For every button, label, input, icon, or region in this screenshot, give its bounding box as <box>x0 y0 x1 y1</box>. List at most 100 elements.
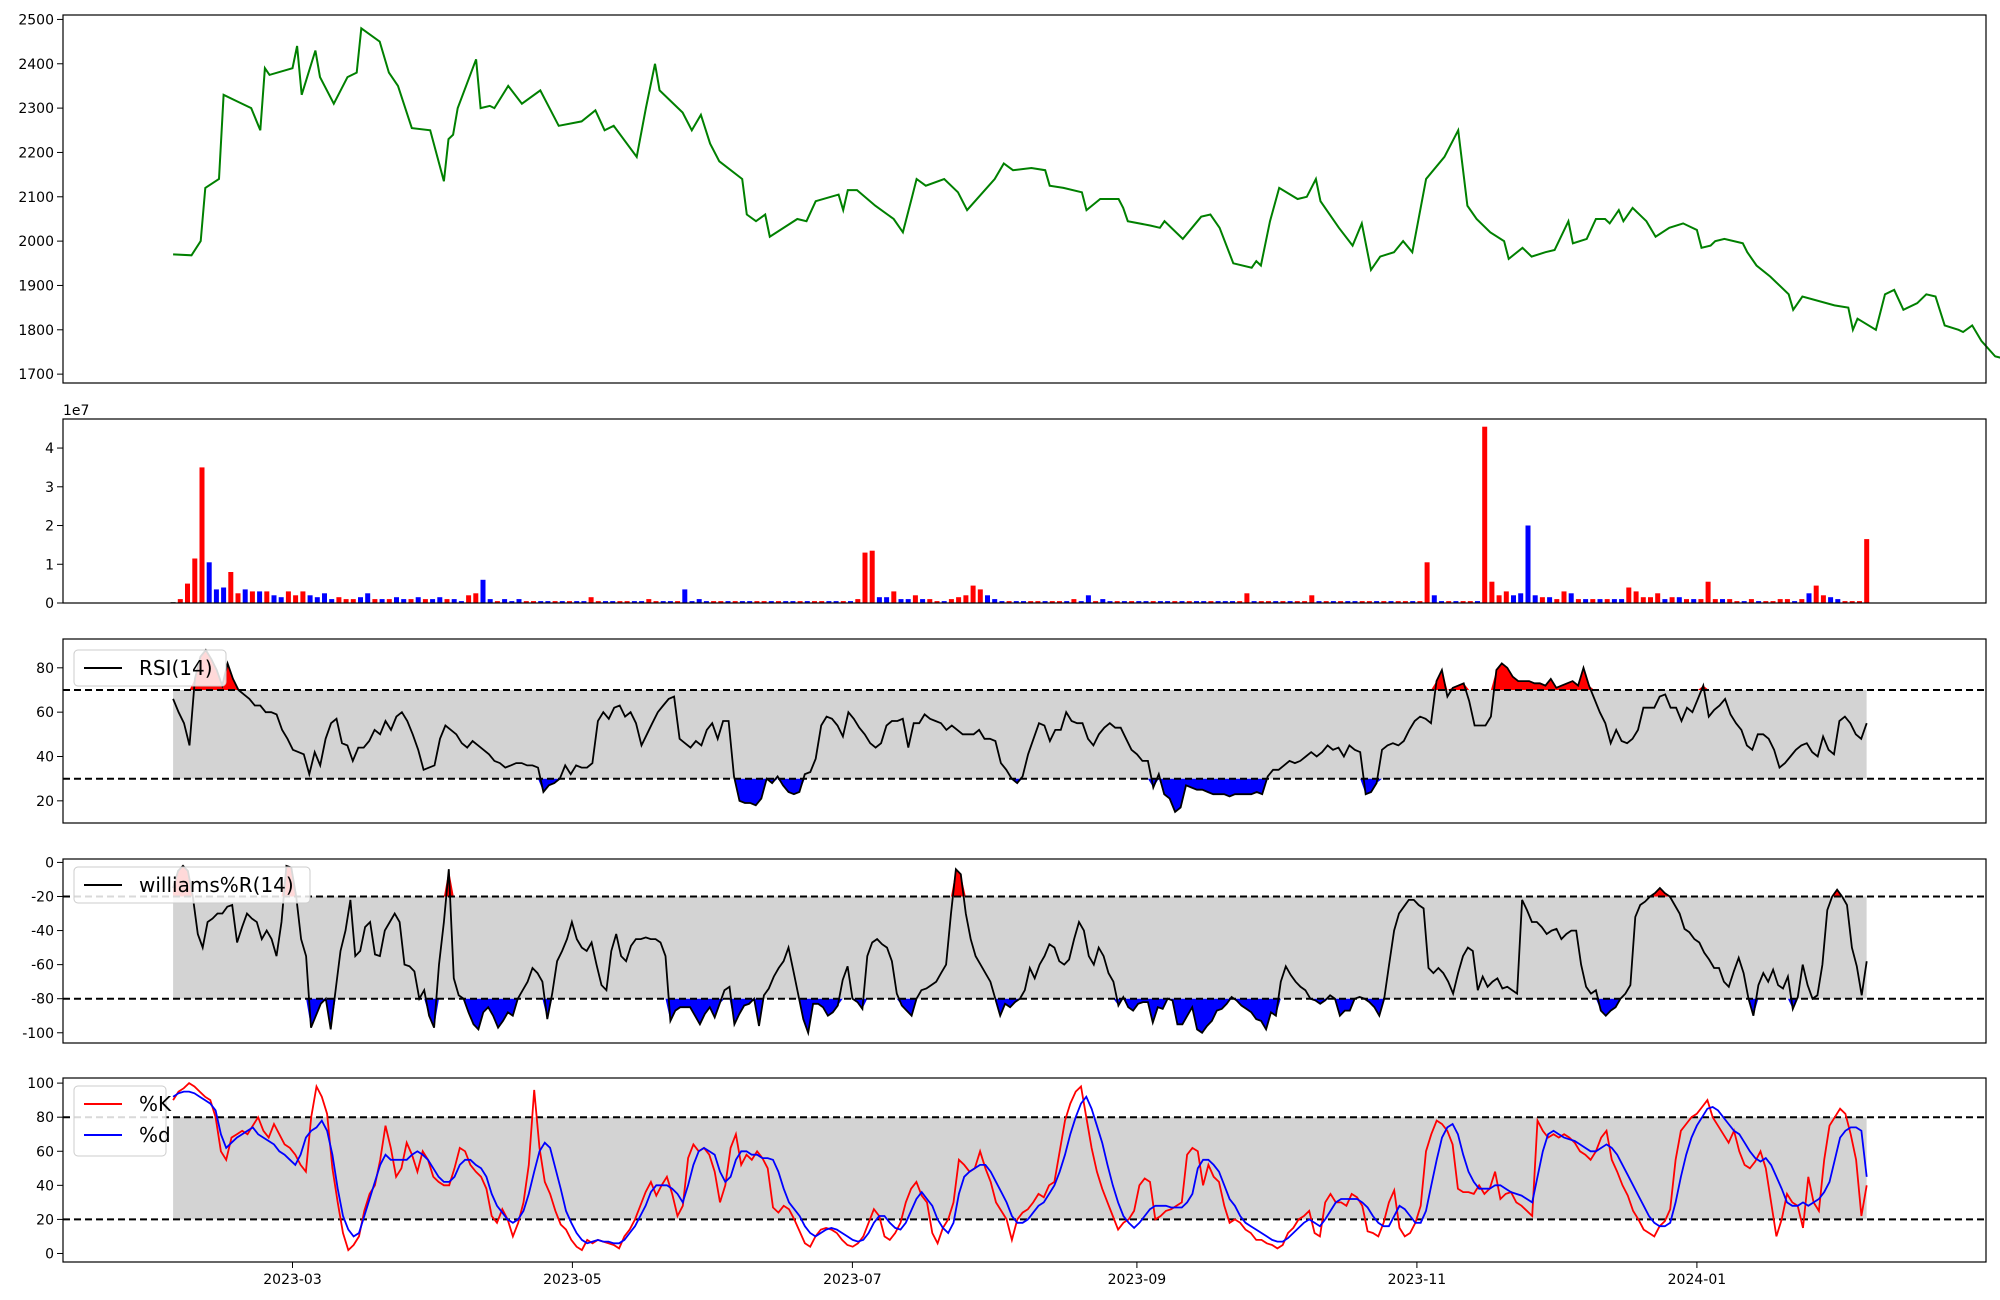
volume-bar <box>768 601 774 603</box>
volume-y-tick-label: 1 <box>45 557 54 573</box>
volume-bar <box>761 601 767 603</box>
volume-bar <box>610 601 616 603</box>
volume-bar <box>1345 601 1351 603</box>
volume-bar <box>1057 601 1062 603</box>
volume-bar <box>386 599 392 603</box>
volume-bar <box>264 591 270 603</box>
volume-bar <box>970 585 976 603</box>
volume-bar <box>1410 601 1416 603</box>
volume-bar <box>1121 601 1127 603</box>
volume-bar <box>293 595 299 603</box>
volume-bar <box>1676 597 1682 603</box>
volume-bar <box>905 599 911 603</box>
volume-bar <box>379 599 385 603</box>
stochastic-band <box>173 1117 1867 1220</box>
volume-bar <box>869 550 875 603</box>
volume-bar <box>480 579 486 603</box>
volume-bar <box>1316 601 1322 603</box>
volume-bar <box>977 589 983 603</box>
volume-bar <box>819 601 825 603</box>
volume-bar <box>1266 601 1271 603</box>
volume-bar <box>509 601 515 603</box>
stochastic-legend: %K %d <box>73 1085 172 1157</box>
price-y-tick-label: 2400 <box>18 57 54 73</box>
volume-bar <box>1539 597 1545 603</box>
volume-bar <box>365 593 371 603</box>
williams-frame <box>62 858 1987 1044</box>
volume-bar <box>1258 601 1264 603</box>
stochastic-y-tick-label: 60 <box>36 1144 54 1160</box>
volume-frame <box>62 418 1987 604</box>
volume-bar <box>624 601 630 603</box>
price-y-tick-label: 2200 <box>18 145 54 161</box>
volume-bar <box>1186 601 1192 603</box>
williams-band <box>173 896 1867 999</box>
rsi-oversold-fill <box>173 778 1867 812</box>
volume-bar <box>1727 599 1733 603</box>
volume-bar <box>1230 601 1235 603</box>
volume-bar <box>1792 601 1798 603</box>
volume-bar <box>1554 599 1560 603</box>
volume-bar <box>912 595 918 603</box>
volume-bar <box>1035 601 1041 603</box>
volume-bar <box>192 558 198 603</box>
rsi-y-tick-label: 60 <box>36 705 54 721</box>
volume-bar <box>1078 601 1084 603</box>
volume-bar <box>1597 599 1603 603</box>
volume-bar <box>718 601 724 603</box>
volume-bar <box>1568 593 1574 603</box>
price-y-tick-label: 2500 <box>18 12 54 28</box>
volume-bar <box>1835 599 1841 603</box>
volume-bar <box>595 601 601 603</box>
williams-y-tick-label: -100 <box>22 1026 54 1042</box>
volume-bar <box>1013 601 1019 603</box>
volume-bar <box>567 601 572 603</box>
volume-bar <box>257 591 263 603</box>
volume-bar <box>1547 597 1553 603</box>
volume-bar <box>963 595 969 603</box>
volume-scale-label: 1e7 <box>63 403 89 419</box>
volume-bar <box>1323 601 1329 603</box>
volume-bar <box>660 601 666 603</box>
rsi-frame <box>62 638 1987 824</box>
volume-bar <box>523 601 529 603</box>
volume-bar <box>862 552 868 603</box>
volume-bar <box>1424 562 1430 603</box>
volume-bar <box>1402 601 1408 603</box>
volume-bar <box>538 601 544 603</box>
volume-bar <box>228 572 234 603</box>
volume-bar <box>358 597 363 603</box>
volume-bar <box>559 601 565 603</box>
price-frame <box>62 14 1987 384</box>
volume-bar <box>1482 426 1488 603</box>
volume-bar <box>711 601 717 603</box>
volume-bar <box>1640 597 1646 603</box>
price-y-tick-label: 1700 <box>18 367 54 383</box>
volume-bar <box>797 601 803 603</box>
volume-bar <box>1799 599 1805 603</box>
volume-bar <box>1748 599 1754 603</box>
k-line <box>172 1081 1868 1252</box>
volume-bar <box>1042 601 1048 603</box>
williams-legend-label: williams%R(14) <box>139 873 294 897</box>
volume-bar <box>235 593 241 603</box>
price-y-tick-label: 2300 <box>18 101 54 117</box>
volume-bar <box>1770 601 1776 603</box>
price-y-axis: 1700 1800 1900 2000 2100 2200 2300 2400 2500 <box>18 12 63 383</box>
volume-bar <box>581 601 587 603</box>
williams-legend: williams%R(14) <box>73 866 311 904</box>
volume-bar <box>1720 599 1725 603</box>
volume-bar <box>790 601 796 603</box>
volume-bar <box>516 599 522 603</box>
volume-bar <box>1475 601 1480 603</box>
volume-bar <box>1381 601 1387 603</box>
volume-bar <box>848 601 853 603</box>
volume-bar <box>999 601 1005 603</box>
stochastic-y-tick-label: 80 <box>36 1110 54 1126</box>
williams-line <box>172 864 1868 1037</box>
volume-bar <box>1388 601 1394 603</box>
volume-bar <box>1842 601 1848 603</box>
volume-bar <box>1330 601 1336 603</box>
volume-bar <box>682 589 688 603</box>
volume-bar <box>617 601 623 603</box>
